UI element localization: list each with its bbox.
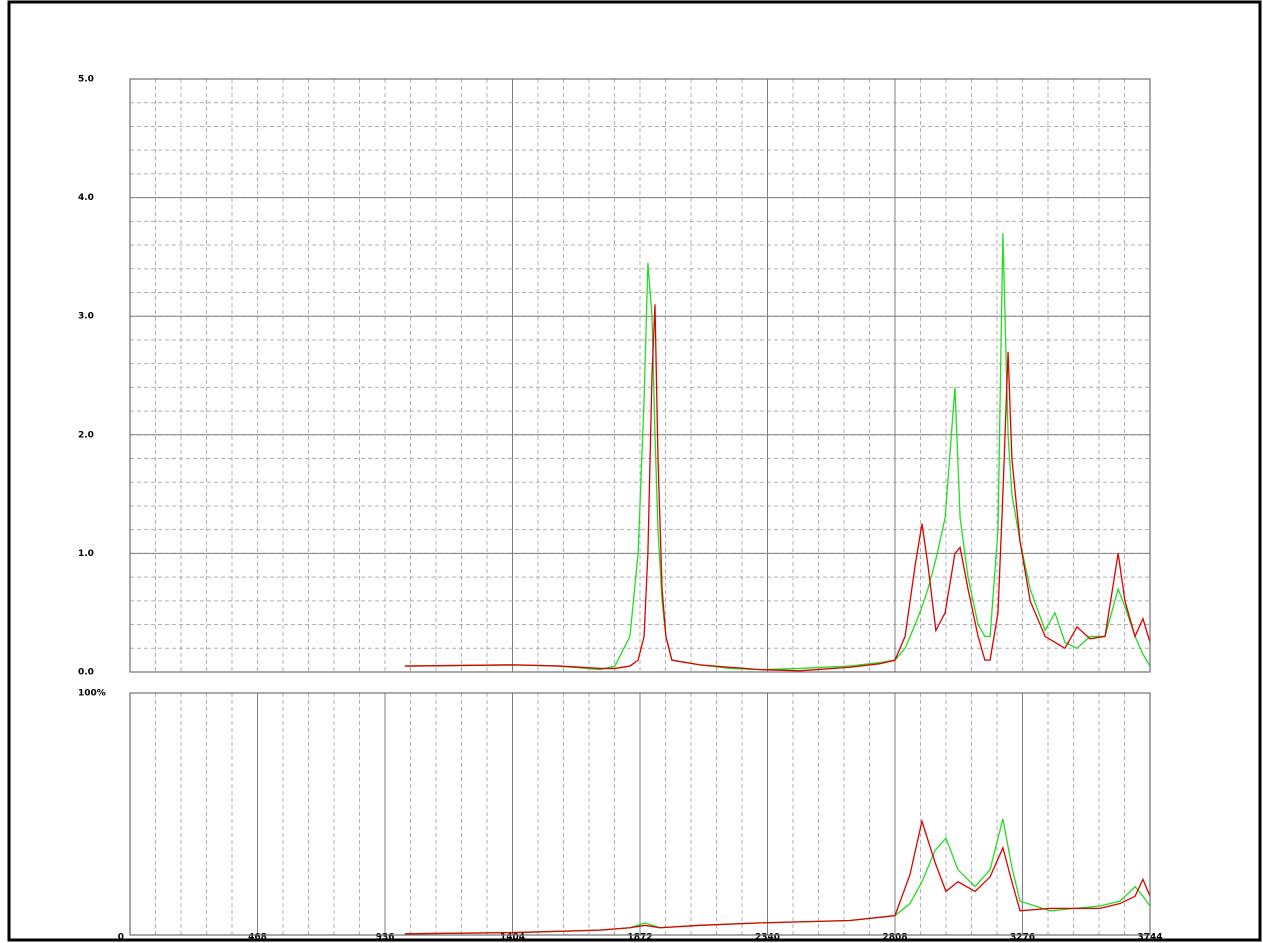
x-tick-label: 1872 — [627, 933, 652, 943]
data-line — [404, 304, 1151, 672]
x-tick-label: 468 — [248, 933, 267, 943]
y-tick-label: 4.0 — [78, 193, 94, 203]
y-tick-label: 3.0 — [78, 312, 94, 322]
x-tick-label: 3276 — [1010, 933, 1035, 943]
x-tick-label: 3744 — [1137, 933, 1162, 943]
y-tick-label: 0.0 — [78, 668, 94, 678]
data-line — [404, 818, 1151, 935]
window-frame — [7, 0, 1262, 942]
plot-frame — [129, 692, 1151, 936]
y-tick-label: 100% — [78, 689, 106, 699]
y-tick-label: 1.0 — [78, 549, 94, 559]
x-tick-label: 2808 — [882, 933, 907, 943]
x-tick-label: 936 — [376, 933, 395, 943]
x-tick-label: 1404 — [500, 933, 525, 943]
y-tick-label: 2.0 — [78, 430, 94, 440]
data-line — [404, 233, 1151, 671]
data-line — [404, 818, 1151, 935]
x-tick-label: 2340 — [755, 933, 780, 943]
x-tick-label: 0 — [118, 933, 124, 943]
y-tick-label: 5.0 — [78, 75, 94, 85]
plot-frame — [129, 78, 1151, 673]
